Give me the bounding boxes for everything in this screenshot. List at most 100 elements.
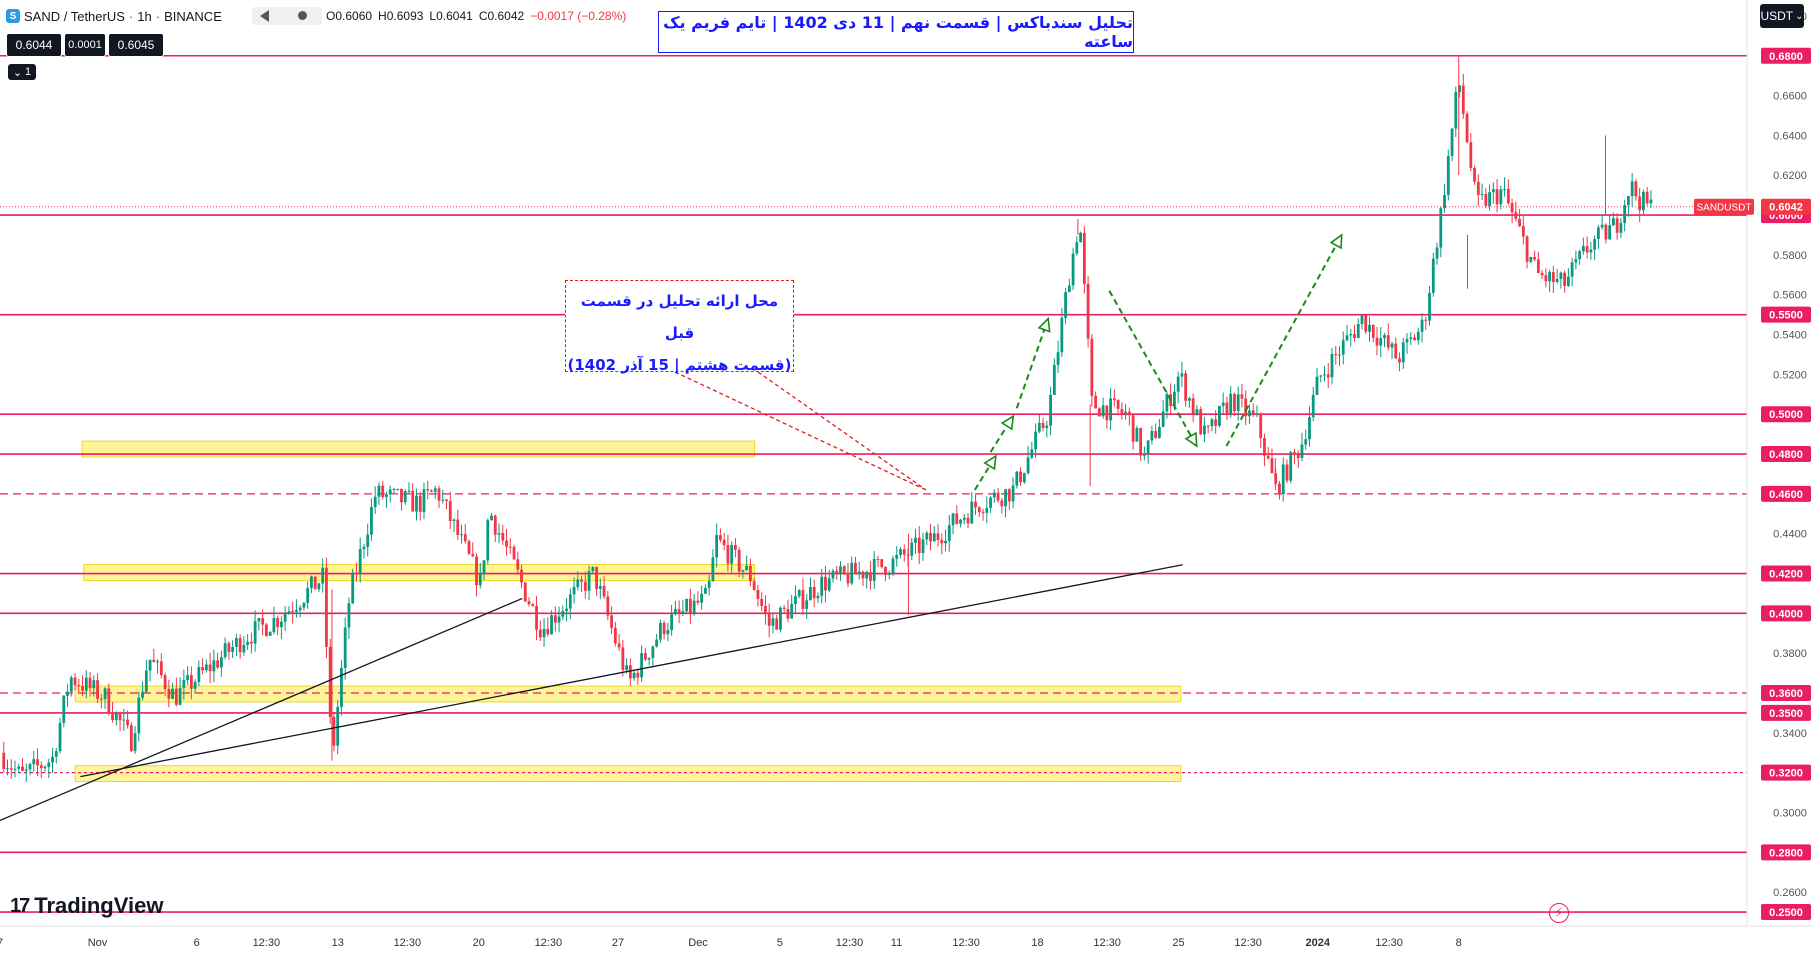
candle-body bbox=[478, 574, 482, 586]
candle-body bbox=[812, 587, 816, 599]
candle-body bbox=[1026, 457, 1030, 474]
symbol-header[interactable]: S SAND / TetherUS · 1h · BINANCE bbox=[6, 6, 222, 26]
candle-body bbox=[437, 488, 441, 501]
candle-body bbox=[726, 545, 730, 564]
candle-body bbox=[1480, 194, 1484, 196]
x-tick-label: 11 bbox=[891, 937, 902, 949]
candle-body bbox=[445, 499, 448, 502]
indicators-toggle[interactable]: ⌄ 1 bbox=[8, 64, 36, 80]
candle-body bbox=[1495, 189, 1499, 205]
y-tick-label: 0.5800 bbox=[1773, 250, 1807, 262]
candle-body bbox=[1454, 91, 1458, 129]
candle-body bbox=[1270, 458, 1274, 474]
candle-body bbox=[1146, 440, 1150, 454]
candle-body bbox=[1439, 208, 1443, 248]
candle-body bbox=[1353, 334, 1356, 338]
candle-body bbox=[1326, 374, 1330, 378]
candle-body bbox=[501, 533, 505, 541]
candle-body bbox=[1011, 485, 1015, 502]
price-axis bbox=[1747, 0, 1812, 954]
candle-body bbox=[47, 762, 51, 767]
candle-body bbox=[58, 722, 62, 752]
x-tick-label: 12:30 bbox=[394, 937, 422, 949]
candle-body bbox=[1443, 194, 1446, 209]
candle-body bbox=[325, 567, 328, 647]
candle-body bbox=[1634, 181, 1638, 197]
candle-body bbox=[805, 600, 809, 609]
candle-body bbox=[1593, 238, 1597, 250]
candle-body bbox=[1285, 464, 1289, 481]
x-tick-label: 20 bbox=[473, 937, 485, 949]
candle-body bbox=[242, 644, 246, 653]
x-tick-label: 2024 bbox=[1306, 937, 1331, 949]
candle-body bbox=[718, 535, 722, 540]
ohlc-readout: O0.6060 H0.6093 L0.6041 C0.6042 −0.0017 … bbox=[326, 6, 633, 26]
x-tick-label: 13 bbox=[332, 937, 344, 949]
level-label-bg bbox=[1761, 485, 1811, 502]
candle-body bbox=[66, 691, 69, 696]
candle-body bbox=[201, 667, 205, 671]
symbol-name[interactable]: SAND / TetherUS bbox=[24, 8, 125, 24]
candle-body bbox=[36, 759, 39, 766]
candle-body bbox=[415, 495, 418, 512]
sell-price-button[interactable]: 0.6044 bbox=[6, 33, 62, 57]
candle-body bbox=[1574, 259, 1578, 263]
candle-body bbox=[775, 618, 779, 630]
currency-label: USDT bbox=[1760, 9, 1794, 23]
buy-price-button[interactable]: 0.6045 bbox=[108, 33, 164, 57]
candle-body bbox=[1060, 317, 1064, 353]
x-tick-label: 7 bbox=[0, 937, 3, 949]
level-label: 0.5000 bbox=[1769, 409, 1803, 421]
candle-body bbox=[1233, 393, 1236, 411]
currency-selector[interactable]: USDT ⌄ bbox=[1760, 4, 1804, 28]
candle-body bbox=[1090, 338, 1094, 396]
candle-body bbox=[1184, 373, 1188, 401]
y-tick-label: 0.5400 bbox=[1773, 330, 1807, 342]
candle-body bbox=[186, 675, 190, 681]
x-tick-label: Dec bbox=[688, 937, 708, 949]
interval-label[interactable]: 1h bbox=[137, 8, 152, 24]
candle-body bbox=[310, 576, 313, 589]
candle-body bbox=[463, 534, 467, 542]
candle-body bbox=[1157, 426, 1161, 438]
candle-body bbox=[966, 517, 970, 524]
candle-body bbox=[651, 646, 655, 658]
candle-body bbox=[681, 611, 685, 613]
candle-body bbox=[1056, 352, 1060, 366]
header-controls[interactable] bbox=[252, 7, 322, 25]
candle-body bbox=[786, 608, 790, 619]
x-tick-label: 25 bbox=[1172, 937, 1184, 949]
arrow-head bbox=[1037, 316, 1051, 333]
candle-body bbox=[914, 537, 917, 543]
candle-body bbox=[1566, 276, 1570, 286]
collapse-icon[interactable] bbox=[260, 10, 269, 22]
tradingview-logo[interactable]: 17 TradingView bbox=[10, 893, 163, 919]
candle-body bbox=[1611, 218, 1615, 226]
candle-body bbox=[1165, 394, 1169, 412]
candle-body bbox=[677, 609, 681, 613]
projection-arrow bbox=[1015, 318, 1050, 409]
candle-body bbox=[1364, 315, 1368, 332]
candle-body bbox=[1615, 218, 1619, 233]
candle-body bbox=[992, 492, 996, 498]
lightning-icon[interactable]: ⚡ bbox=[1549, 903, 1569, 923]
visibility-dot-icon[interactable] bbox=[298, 11, 307, 20]
trendline bbox=[80, 564, 1183, 778]
candle-body bbox=[280, 621, 283, 628]
candle-body bbox=[512, 546, 516, 560]
candle-body bbox=[854, 562, 857, 575]
candle-body bbox=[925, 532, 929, 540]
level-label: 0.2500 bbox=[1769, 907, 1803, 919]
candle-body bbox=[1514, 212, 1518, 219]
candle-body bbox=[839, 566, 842, 575]
candle-body bbox=[970, 501, 974, 524]
candle-body bbox=[340, 667, 343, 708]
candle-body bbox=[1154, 430, 1158, 438]
candle-body bbox=[940, 539, 944, 544]
candle-body bbox=[452, 519, 456, 522]
symbol-tag: SANDUSDT bbox=[1696, 203, 1751, 214]
candle-body bbox=[1131, 415, 1135, 442]
candle-body bbox=[1450, 128, 1454, 156]
candle-body bbox=[1529, 256, 1533, 262]
